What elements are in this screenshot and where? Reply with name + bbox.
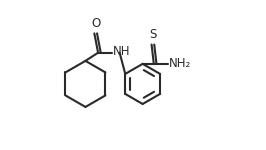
Text: NH₂: NH₂ xyxy=(169,57,191,70)
Text: O: O xyxy=(91,17,100,30)
Text: S: S xyxy=(149,28,157,41)
Text: NH: NH xyxy=(113,45,130,58)
